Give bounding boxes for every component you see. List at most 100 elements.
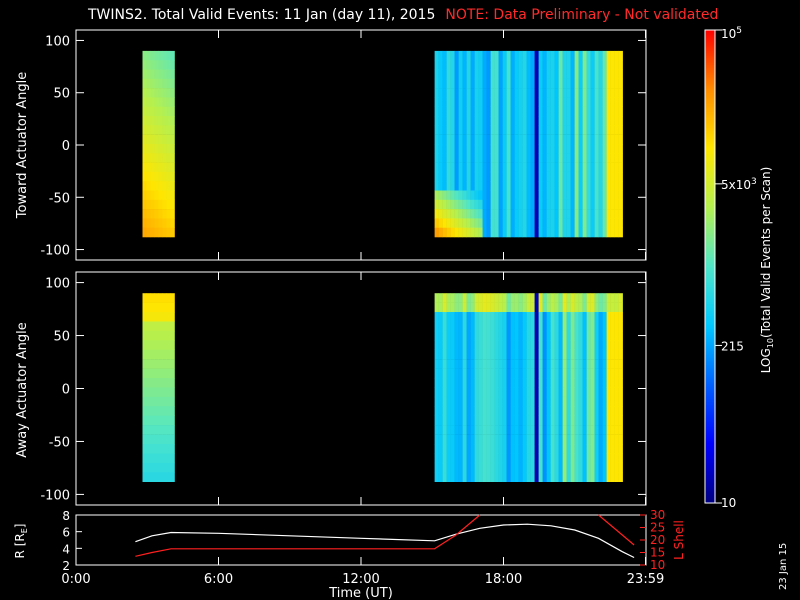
heatmap-cell <box>434 330 439 341</box>
heatmap-cell <box>586 218 591 228</box>
heatmap-cell <box>598 190 603 201</box>
orbit-right-tick-label: 25 <box>650 521 665 535</box>
heatmap-cell <box>150 116 155 126</box>
heatmap-cell <box>142 181 147 191</box>
heatmap-cell <box>498 462 503 473</box>
heatmap-cell <box>558 125 563 135</box>
heatmap-cell <box>570 444 575 454</box>
heatmap-cell <box>450 78 455 89</box>
heatmap-cell <box>146 199 151 210</box>
heatmap-cell <box>534 227 539 238</box>
heatmap-cell <box>598 359 603 369</box>
heatmap-cell <box>482 97 487 107</box>
heatmap-cell <box>466 134 471 145</box>
heatmap-cell <box>530 88 535 98</box>
heatmap-cell <box>498 453 503 464</box>
heatmap-cell <box>570 330 575 341</box>
heatmap-cell <box>526 387 531 398</box>
heatmap-cell <box>534 125 539 135</box>
heatmap-cell <box>494 69 499 80</box>
heatmap-cell <box>538 312 543 322</box>
heatmap-cell <box>542 209 547 219</box>
heatmap-cell <box>578 349 583 360</box>
heatmap-cell <box>530 415 535 426</box>
heatmap-cell <box>606 396 611 407</box>
heatmap-cell <box>482 425 487 435</box>
heatmap-cell <box>150 88 155 98</box>
heatmap-cell <box>570 60 575 70</box>
heatmap-cell <box>494 368 499 379</box>
heatmap-cell <box>594 368 599 379</box>
heatmap-cell <box>534 453 539 464</box>
heatmap-cell <box>474 462 479 473</box>
heatmap-cell <box>562 434 567 445</box>
heatmap-cell <box>566 144 571 154</box>
heatmap-cell <box>450 293 455 303</box>
heatmap-cell <box>566 406 571 416</box>
heatmap-cell <box>586 293 591 303</box>
heatmap-cell <box>574 69 579 80</box>
heatmap-cell <box>618 106 623 117</box>
heatmap-cell <box>458 209 463 219</box>
heatmap-cell <box>166 218 171 228</box>
heatmap-cell <box>146 368 151 379</box>
heatmap-cell <box>154 227 159 238</box>
heatmap-cell <box>566 368 571 379</box>
heatmap-cell <box>506 171 511 182</box>
heatmap-cell <box>514 78 519 89</box>
heatmap-cell <box>614 321 619 332</box>
heatmap-cell <box>486 134 491 145</box>
heatmap-cell <box>558 415 563 426</box>
heatmap-cell <box>158 472 163 482</box>
heatmap-cell <box>558 359 563 369</box>
chart-title: TWINS2. Total Valid Events: 11 Jan (day … <box>88 7 718 23</box>
heatmap-cell <box>158 330 163 341</box>
heatmap-cell <box>506 340 511 350</box>
heatmap-cell <box>578 69 583 80</box>
heatmap-cell <box>554 472 559 482</box>
heatmap-cell <box>594 302 599 313</box>
heatmap-cell <box>166 396 171 407</box>
heatmap-cell <box>542 406 547 416</box>
heatmap-cell <box>154 153 159 163</box>
heatmap-cell <box>570 472 575 482</box>
heatmap-cell <box>514 162 519 173</box>
heatmap-cell <box>542 162 547 173</box>
heatmap-cell <box>538 396 543 407</box>
heatmap-cell <box>442 60 447 70</box>
heatmap-cell <box>610 425 615 435</box>
heatmap-cell <box>150 387 155 398</box>
heatmap-cell <box>158 302 163 313</box>
heatmap-cell <box>146 453 151 464</box>
heatmap-cell <box>482 144 487 154</box>
heatmap-cell <box>446 227 451 238</box>
heatmap-cell <box>490 218 495 228</box>
heatmap-cell <box>574 134 579 145</box>
heatmap-cell <box>454 190 459 201</box>
heatmap-cell <box>582 227 587 238</box>
heatmap-cell <box>582 162 587 173</box>
colorbar-scale <box>704 29 716 504</box>
heatmap-cell <box>562 78 567 89</box>
heatmap-cell <box>506 227 511 238</box>
heatmap-cell <box>546 181 551 191</box>
heatmap-cell <box>578 78 583 89</box>
heatmap-cell <box>602 227 607 238</box>
heatmap-cell <box>486 153 491 163</box>
heatmap-cell <box>578 227 583 238</box>
heatmap-cell <box>610 312 615 322</box>
heatmap-cell <box>594 69 599 80</box>
heatmap-cell <box>434 162 439 173</box>
heatmap-cell <box>566 415 571 426</box>
heatmap-cell <box>530 69 535 80</box>
heatmap-cell <box>586 444 591 454</box>
heatmap-cell <box>454 181 459 191</box>
heatmap-cell <box>470 321 475 332</box>
heatmap-cell <box>558 116 563 126</box>
heatmap-cell <box>482 293 487 303</box>
heatmap-cell <box>558 69 563 80</box>
heatmap-cell <box>158 116 163 126</box>
heatmap-cell <box>510 134 515 145</box>
heatmap-cell <box>442 144 447 154</box>
heatmap-cell <box>514 97 519 107</box>
